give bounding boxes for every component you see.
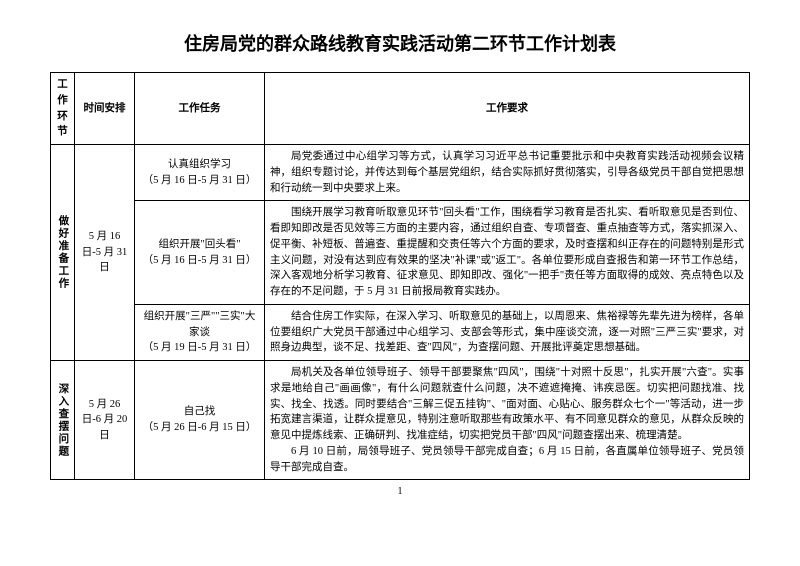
header-stage: 工作环节 (51, 73, 75, 145)
req-cell: 局党委通过中心组学习等方式，认真学习习近平总书记重要批示和中央教育实践活动视频会… (265, 145, 750, 201)
task-cell: 组织开展"回头看" （5 月 16 日-5 月 31 日） (135, 201, 265, 305)
table-row: 深入查摆问题 5 月 26 日-6 月 20 日 自己找 （5 月 26 日-6… (51, 361, 750, 480)
task-line2: （5 月 16 日-5 月 31 日） (143, 255, 257, 266)
req-p2: 6 月 10 日前，局领导班子、党员领导干部完成自查；6 月 15 日前，各直属… (270, 444, 744, 476)
stage1-time: 5 月 16 日-5 月 31 日 (75, 145, 135, 361)
req-p1: 局机关及各单位领导班子、领导干部要聚焦"四风"，围绕"十对照十反思"，扎实开展"… (270, 365, 744, 444)
page-title: 住房局党的群众路线教育实践活动第二环节工作计划表 (50, 30, 750, 56)
stage1-name: 做好准备工作 (51, 145, 75, 361)
document-page: 住房局党的群众路线教育实践活动第二环节工作计划表 工作环节 时间安排 工作任务 … (0, 0, 800, 507)
header-time: 时间安排 (75, 73, 135, 145)
task-line1: 认真组织学习 (168, 159, 231, 170)
task-line1: 自己找 (184, 406, 216, 417)
header-row: 工作环节 时间安排 工作任务 工作要求 (51, 73, 750, 145)
req-cell: 局机关及各单位领导班子、领导干部要聚焦"四风"，围绕"十对照十反思"，扎实开展"… (265, 361, 750, 480)
task-cell: 自己找 （5 月 26 日-6 月 15 日） (135, 361, 265, 480)
task-line2: （5 月 19 日-5 月 31 日） (143, 342, 257, 353)
page-number: 1 (50, 486, 750, 497)
task-cell: 认真组织学习 （5 月 16 日-5 月 31 日） (135, 145, 265, 201)
task-line2: （5 月 16 日-5 月 31 日） (143, 175, 257, 186)
req-cell: 围绕开展学习教育听取意见环节"回头看"工作，围绕看学习教育是否扎实、看听取意见是… (265, 201, 750, 305)
header-req: 工作要求 (265, 73, 750, 145)
req-cell: 结合住房工作实际，在深入学习、听取意见的基础上，以周恩来、焦裕禄等先辈先进为榜样… (265, 304, 750, 360)
task-line1: 组织开展"回头看" (158, 239, 240, 250)
table-row: 组织开展"回头看" （5 月 16 日-5 月 31 日） 围绕开展学习教育听取… (51, 201, 750, 305)
header-task: 工作任务 (135, 73, 265, 145)
task-cell: 组织开展"三严""三实"大家谈 （5 月 19 日-5 月 31 日） (135, 304, 265, 360)
task-line1: 组织开展"三严""三实"大家谈 (144, 311, 256, 338)
stage2-name: 深入查摆问题 (51, 361, 75, 480)
table-row: 组织开展"三严""三实"大家谈 （5 月 19 日-5 月 31 日） 结合住房… (51, 304, 750, 360)
task-line2: （5 月 26 日-6 月 15 日） (143, 422, 257, 433)
table-row: 做好准备工作 5 月 16 日-5 月 31 日 认真组织学习 （5 月 16 … (51, 145, 750, 201)
stage2-time: 5 月 26 日-6 月 20 日 (75, 361, 135, 480)
plan-table: 工作环节 时间安排 工作任务 工作要求 做好准备工作 5 月 16 日-5 月 … (50, 72, 750, 480)
